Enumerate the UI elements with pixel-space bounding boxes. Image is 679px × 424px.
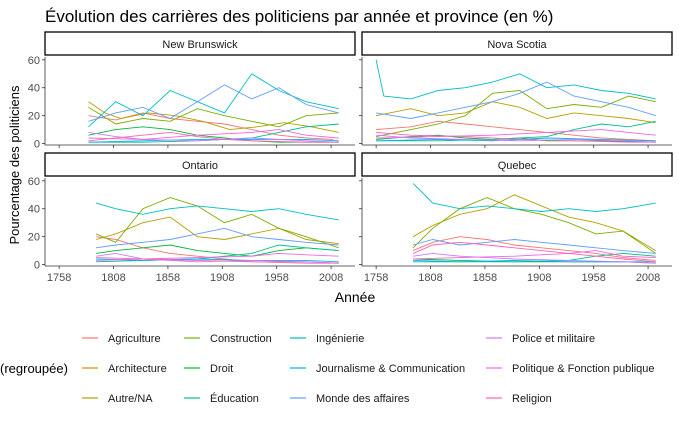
y-tick-label: 40 xyxy=(28,204,40,216)
y-axis-label: Pourcentage des politiciens xyxy=(7,85,22,244)
series-line xyxy=(96,227,339,249)
facet-label: Nova Scotia xyxy=(487,39,547,51)
series-line xyxy=(376,101,656,124)
legend-title: (regroupée) xyxy=(0,361,68,376)
x-tick-label: 1858 xyxy=(156,272,180,284)
series-line xyxy=(412,236,656,261)
series-line xyxy=(95,216,339,245)
legend-label: Architecture xyxy=(108,363,167,375)
legend: Agriculture Architecture Autre/NA Construct… xyxy=(82,333,654,405)
series-line xyxy=(413,252,656,264)
legend-label: Autre/NA xyxy=(108,393,153,405)
y-tick-label: 40 xyxy=(28,83,40,95)
legend-label: Ingénierie xyxy=(316,333,364,345)
legend-label: Monde des affaires xyxy=(316,393,410,405)
x-tick-label: 1758 xyxy=(47,272,71,284)
facet-strip xyxy=(44,152,356,177)
series-line xyxy=(412,241,656,263)
y-tick-label: 60 xyxy=(28,176,40,188)
facet-label: Ontario xyxy=(182,160,218,172)
x-tick-label: 1958 xyxy=(581,272,605,284)
x-tick-label: 2008 xyxy=(636,272,660,284)
legend-label: Droit xyxy=(210,363,233,375)
panel: New Brunswick 0 20 40 60 xyxy=(28,31,356,151)
x-tick-label: 1958 xyxy=(264,272,288,284)
series-line xyxy=(88,106,339,128)
legend-item: Agriculture xyxy=(82,333,161,345)
series-line xyxy=(88,101,339,133)
series-line xyxy=(96,258,339,263)
x-tick-label: 1808 xyxy=(418,272,442,284)
series-line xyxy=(412,197,656,254)
x-tick-label: 1758 xyxy=(364,272,388,284)
legend-item: Police et militaire xyxy=(486,333,595,345)
series-line xyxy=(88,131,339,143)
facet-panels: New Brunswick 0 20 40 60 Nova Scotia Ontario 0 2… xyxy=(28,31,673,284)
x-tick-label: 1908 xyxy=(210,272,234,284)
legend-item: Ingénierie xyxy=(290,333,364,345)
y-tick-label: 20 xyxy=(28,111,40,123)
y-tick-label: 20 xyxy=(28,232,40,244)
facet-strip xyxy=(361,31,673,56)
legend-item: Droit xyxy=(184,363,233,375)
series-line xyxy=(376,131,656,143)
legend-item: Autre/NA xyxy=(82,393,153,405)
legend-item: Monde des affaires xyxy=(290,393,410,405)
facet-strip xyxy=(361,152,673,177)
legend-label: Politique & Fonction publique xyxy=(512,363,654,375)
series-line xyxy=(95,197,339,249)
facet-label: Quebec xyxy=(498,160,537,172)
x-tick-label: 1808 xyxy=(101,272,125,284)
series-line xyxy=(376,120,656,142)
series-line xyxy=(412,194,656,251)
series-line xyxy=(376,81,656,119)
series-line xyxy=(96,257,339,264)
series-line xyxy=(95,202,339,221)
y-tick-label: 60 xyxy=(28,55,40,67)
series-line xyxy=(88,84,339,122)
series-line xyxy=(376,129,656,139)
legend-label: Construction xyxy=(210,333,272,345)
series-line xyxy=(96,252,339,264)
series-line xyxy=(375,59,656,100)
series-line xyxy=(412,239,656,254)
facet-strip xyxy=(44,31,356,56)
series-line xyxy=(376,90,656,138)
x-tick-label: 2008 xyxy=(319,272,343,284)
series-line xyxy=(88,131,339,143)
legend-item: Religion xyxy=(486,393,552,405)
legend-item: Construction xyxy=(184,333,272,345)
legend-label: Religion xyxy=(512,393,552,405)
legend-item: Architecture xyxy=(82,363,167,375)
legend-label: Agriculture xyxy=(108,333,161,345)
legend-item: Journalisme & Communication xyxy=(290,363,465,375)
series-line xyxy=(88,129,339,140)
panel: Ontario 0 20 40 60 1758 1808 1858 1908 1958 2008 xyxy=(28,152,356,284)
panel: Nova Scotia xyxy=(359,31,673,148)
facet-label: New Brunswick xyxy=(162,39,238,51)
series-line xyxy=(376,134,656,143)
x-axis-label: Année xyxy=(335,289,376,305)
series-line xyxy=(376,120,656,142)
legend-label: Police et militaire xyxy=(512,333,595,345)
legend-label: Journalisme & Communication xyxy=(316,363,465,375)
x-tick-label: 1858 xyxy=(473,272,497,284)
legend-item: Politique & Fonction publique xyxy=(486,363,654,375)
y-tick-label: 0 xyxy=(34,260,40,272)
x-tick-label: 1908 xyxy=(527,272,551,284)
legend-label: Éducation xyxy=(210,392,259,405)
series-line xyxy=(88,112,334,140)
series-line xyxy=(96,244,339,257)
series-line xyxy=(88,73,339,128)
y-tick-label: 0 xyxy=(34,139,40,151)
legend-item: Éducation xyxy=(184,392,259,405)
chart-title: Évolution des carrières des politiciens … xyxy=(45,7,553,26)
panel: Quebec 1758 1808 1858 1908 1958 2008 xyxy=(359,152,673,284)
series-line xyxy=(412,183,656,212)
